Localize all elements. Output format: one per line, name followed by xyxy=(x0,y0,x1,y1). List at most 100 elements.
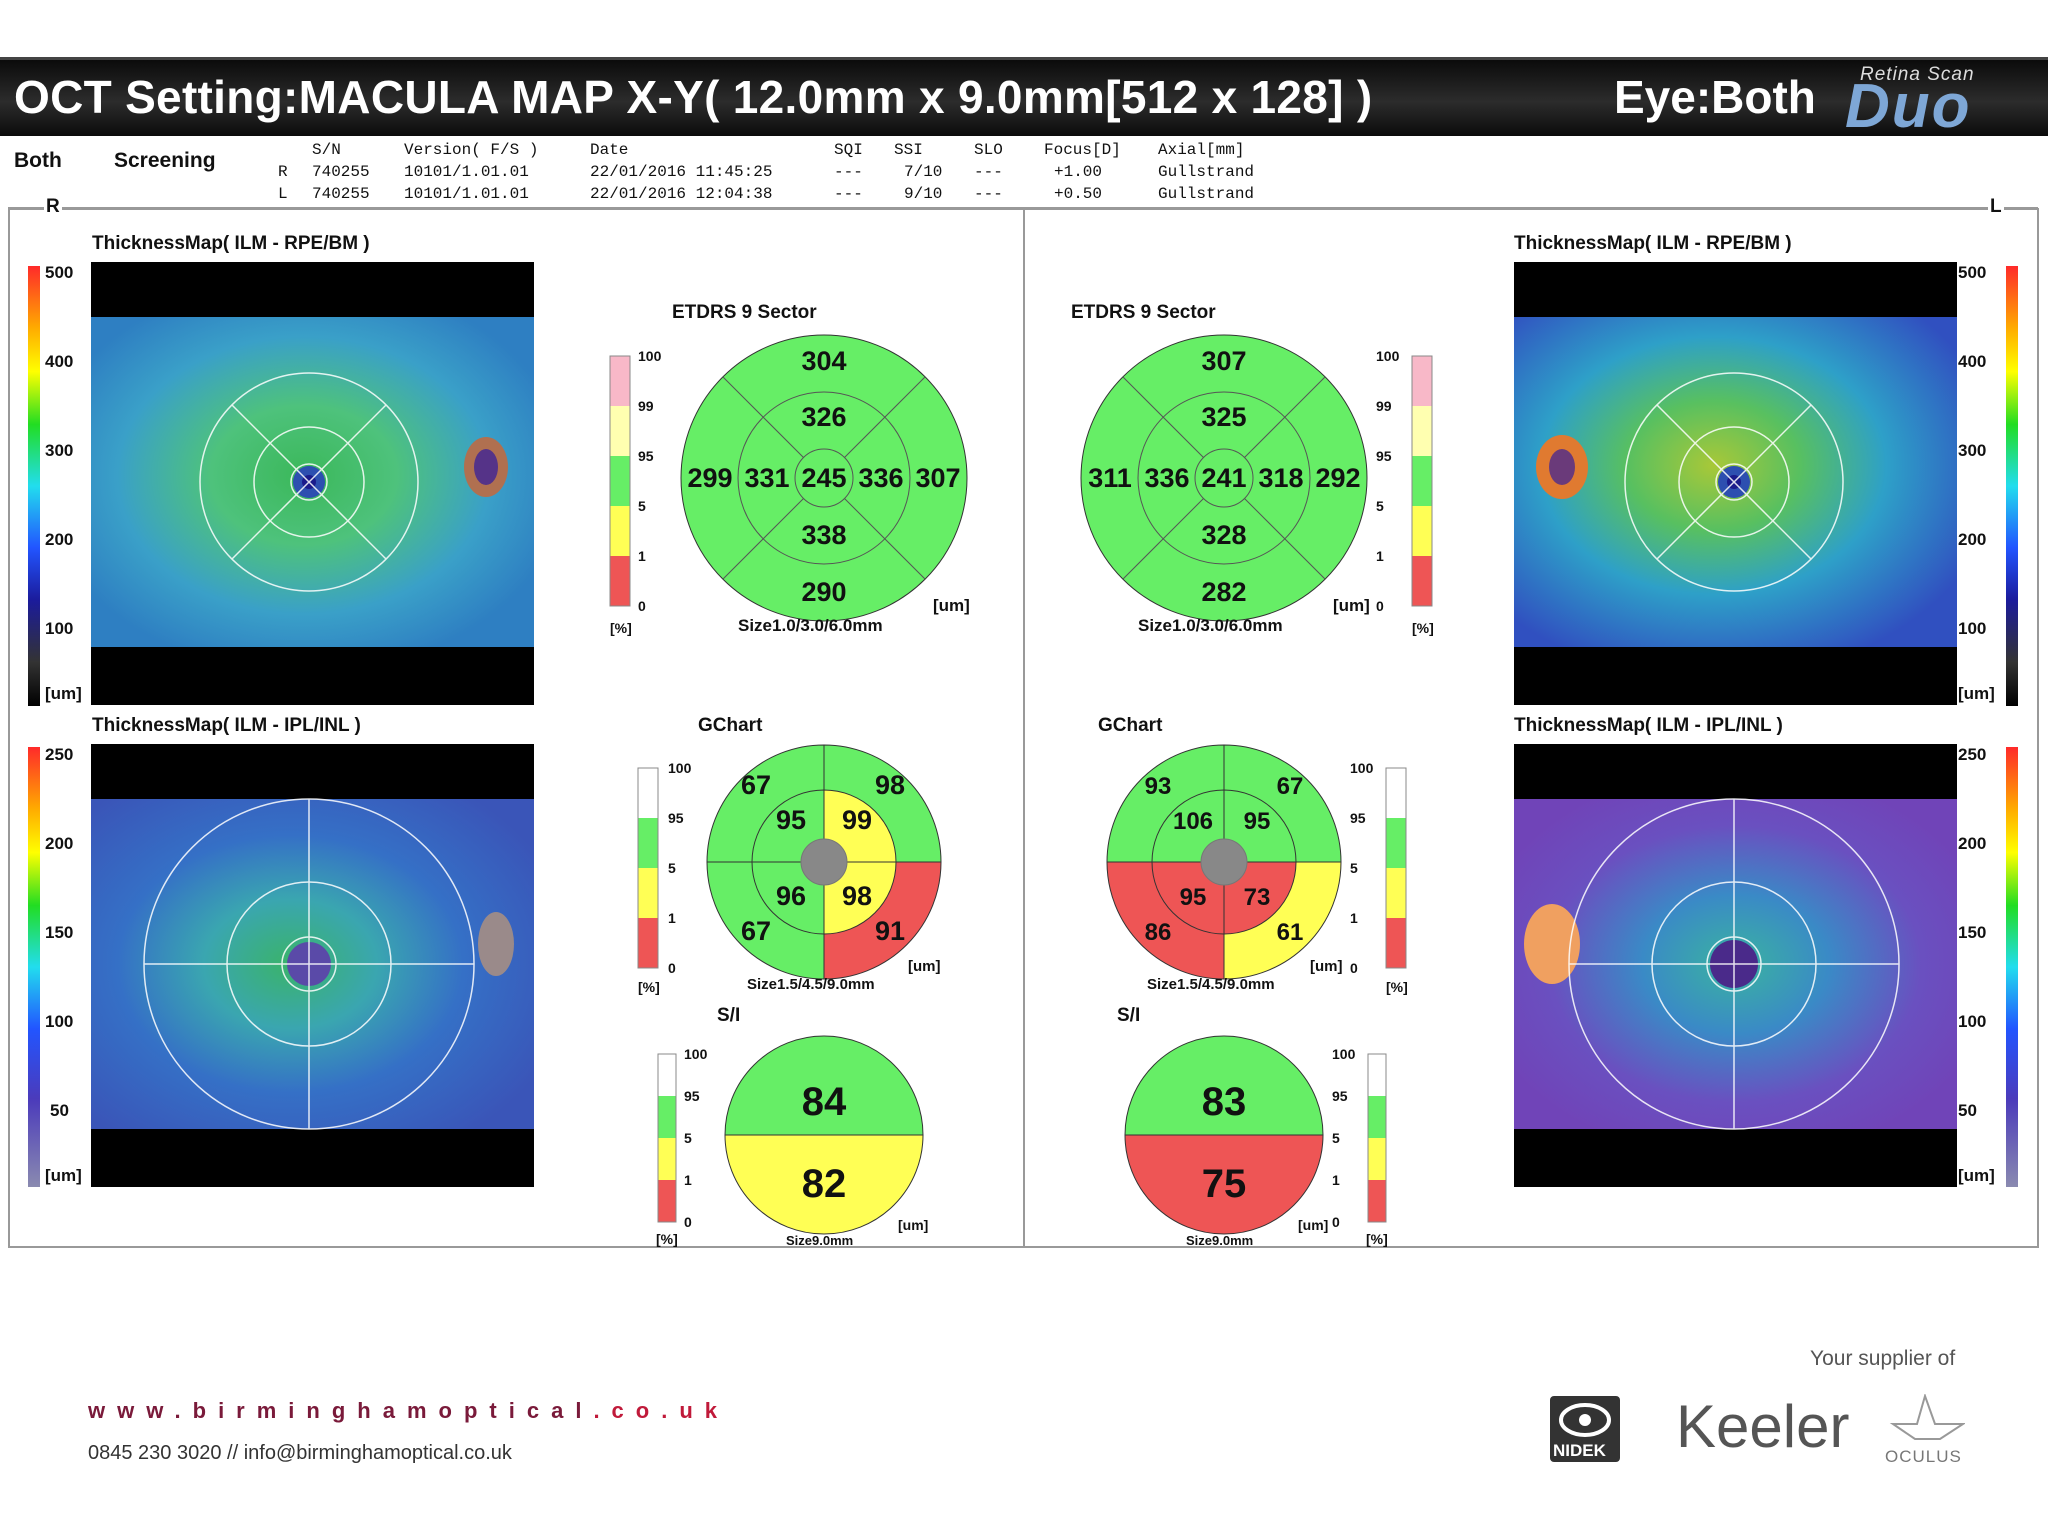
rb-scale-250: 250 xyxy=(45,745,74,764)
l-gchart-outer-it: 61 xyxy=(1277,919,1304,946)
row-r-sn: 740255 xyxy=(312,163,370,181)
l-etdrs-pct-1: 1 xyxy=(1376,548,1384,564)
lb-scale-100: 100 xyxy=(1958,1012,1987,1031)
lt-scale-200: 200 xyxy=(1958,530,1987,549)
r-gchart-unit: [um] xyxy=(908,958,941,975)
l-etdrs-unit: [um] xyxy=(1333,596,1370,615)
row-r-side: R xyxy=(278,163,288,181)
row-l-focus: +0.50 xyxy=(1054,185,1103,203)
r-etdrs-nas-outer: 299 xyxy=(687,463,732,493)
r-etdrs-sup-outer: 304 xyxy=(801,346,846,376)
l-si-superior: 83 xyxy=(1202,1080,1247,1124)
scan-mode: Screening xyxy=(114,149,216,172)
col-date: Date xyxy=(590,141,629,159)
l-gchart-outer-sn: 93 xyxy=(1145,773,1172,800)
lt-scale-500: 500 xyxy=(1958,263,1987,282)
page-title: OCT Setting:MACULA MAP X-Y( 12.0mm x 9.0… xyxy=(14,71,1373,123)
l-etdrs-inf-inner: 328 xyxy=(1201,520,1246,550)
left-si-title: S/I xyxy=(1117,1005,1141,1026)
r-gchart-pct-5: 5 xyxy=(668,860,676,876)
website-link[interactable]: www.birminghamoptical.co.uk xyxy=(88,1398,729,1424)
l-si-pct-1: 1 xyxy=(1332,1172,1340,1188)
r-si-pct-100: 100 xyxy=(684,1048,708,1062)
row-l-sn: 740255 xyxy=(312,185,370,203)
r-si-pct-unit: [%] xyxy=(656,1231,678,1247)
l-si-pct-95: 95 xyxy=(1332,1088,1348,1104)
l-gchart-unit: [um] xyxy=(1310,958,1343,975)
supplier-label: Your supplier of xyxy=(1810,1347,1956,1370)
l-etdrs-temp-outer: 311 xyxy=(1088,463,1132,493)
l-gchart-pct-1: 1 xyxy=(1350,910,1358,926)
r-etdrs-size: Size1.0/3.0/6.0mm xyxy=(738,616,883,635)
l-etdrs-nas-outer: 292 xyxy=(1315,463,1360,493)
left-top-color-scale xyxy=(2006,266,2018,706)
r-etdrs-unit: [um] xyxy=(933,596,970,615)
r-gchart-pct-95: 95 xyxy=(668,810,684,826)
l-gchart-inner-st: 95 xyxy=(1244,808,1271,835)
oculus-logo-text: OCULUS xyxy=(1885,1447,1962,1466)
left-etdrs-percentile-bar: 100 99 95 5 1 0 [%] xyxy=(1376,348,1434,636)
row-r-date: 22/01/2016 11:45:25 xyxy=(590,163,773,181)
col-sqi: SQI xyxy=(834,141,863,159)
row-l-sqi: --- xyxy=(834,185,863,203)
rt-scale-100: 100 xyxy=(45,619,74,638)
right-top-map-title: ThicknessMap( ILM - RPE/BM ) xyxy=(92,233,370,254)
rt-scale-200: 200 xyxy=(45,530,74,549)
r-gchart-inner-st: 95 xyxy=(776,805,806,835)
l-etdrs-temp-inner: 336 xyxy=(1144,463,1189,493)
r-gchart-pct-unit: [%] xyxy=(638,979,660,995)
l-etdrs-pct-unit: [%] xyxy=(1412,620,1434,636)
left-top-map-title: ThicknessMap( ILM - RPE/BM ) xyxy=(1514,233,1792,254)
row-l-date: 22/01/2016 12:04:38 xyxy=(590,185,773,203)
row-l-axial: Gullstrand xyxy=(1158,185,1255,203)
r-gchart-outer-sn: 98 xyxy=(875,770,905,800)
keeler-logo: Keeler xyxy=(1676,1393,1850,1460)
row-l-slo: --- xyxy=(974,185,1003,203)
right-bottom-color-scale xyxy=(28,747,40,1187)
l-gchart-size: Size1.5/4.5/9.0mm xyxy=(1147,976,1275,993)
r-si-pct-1: 1 xyxy=(684,1172,692,1188)
right-etdrs-percentile-bar: 100 99 95 5 1 0 [%] xyxy=(609,348,662,636)
r-etdrs-pct-1: 1 xyxy=(638,548,646,564)
l-gchart-pct-0: 0 xyxy=(1350,960,1358,976)
r-gchart-pct-1: 1 xyxy=(668,910,676,926)
r-gchart-inner-it: 96 xyxy=(776,881,806,911)
right-si-chart: 84 82 xyxy=(724,1035,924,1235)
l-gchart-inner-in: 95 xyxy=(1180,884,1207,911)
row-l-side: L xyxy=(278,185,288,203)
row-r-sqi: --- xyxy=(834,163,863,181)
r-etdrs-temp-inner: 336 xyxy=(858,463,903,493)
r-gchart-inner-in: 98 xyxy=(842,881,872,911)
rb-scale-150: 150 xyxy=(45,923,74,942)
r-etdrs-center: 245 xyxy=(801,463,846,493)
left-total-thickness-map xyxy=(1514,262,1957,705)
rb-scale-200: 200 xyxy=(45,834,74,853)
row-r-slo: --- xyxy=(974,163,1003,181)
left-bottom-color-scale xyxy=(2006,747,2018,1187)
r-gchart-inner-sn: 99 xyxy=(842,805,872,835)
l-etdrs-sup-inner: 325 xyxy=(1201,402,1246,432)
website-tld: .co.uk xyxy=(593,1398,730,1423)
right-gchart-title: GChart xyxy=(698,715,763,736)
r-etdrs-sup-inner: 326 xyxy=(801,402,846,432)
left-gchart-title: GChart xyxy=(1098,715,1163,736)
nidek-logo-text: NIDEK xyxy=(1553,1441,1606,1460)
r-etdrs-pct-99: 99 xyxy=(638,398,654,414)
r-gchart-pct-0: 0 xyxy=(668,960,676,976)
l-gchart-inner-it: 73 xyxy=(1244,884,1271,911)
nidek-logo xyxy=(1550,1396,1620,1462)
l-gchart-pct-5: 5 xyxy=(1350,860,1358,876)
r-gchart-size: Size1.5/4.5/9.0mm xyxy=(747,976,875,993)
right-eye-marker: R xyxy=(44,196,62,218)
lt-scale-unit: [um] xyxy=(1958,684,1995,703)
l-etdrs-pct-99: 99 xyxy=(1376,398,1392,414)
lb-scale-unit: [um] xyxy=(1958,1166,1995,1185)
left-si-percentile-bar: 100 95 5 1 0 [%] xyxy=(1332,1048,1388,1247)
r-etdrs-pct-0: 0 xyxy=(638,598,646,614)
left-gchart: 93 67 86 61 106 95 95 73 xyxy=(1106,744,1342,980)
col-axial: Axial[mm] xyxy=(1158,141,1245,159)
right-etdrs-chart: 304 326 299 331 245 336 307 338 290 xyxy=(680,334,968,622)
rb-scale-50: 50 xyxy=(50,1101,69,1120)
right-gchart-percentile-bar: 100 95 5 1 0 [%] xyxy=(637,762,692,995)
contact-info: 0845 230 3020 // info@birminghamoptical.… xyxy=(88,1442,512,1464)
